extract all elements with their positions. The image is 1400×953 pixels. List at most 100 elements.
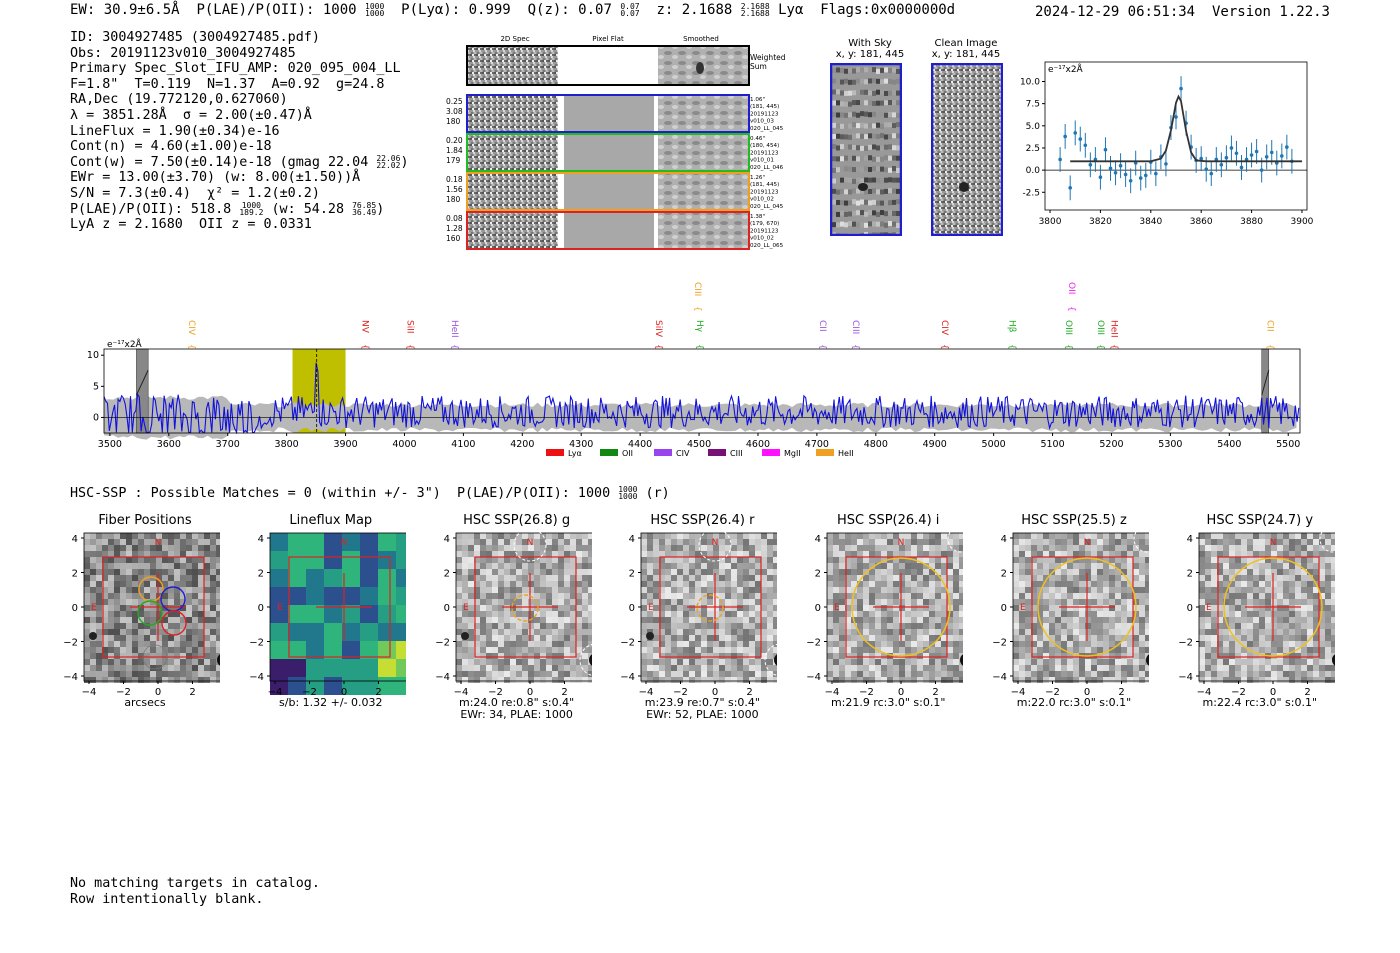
stamp-pixel — [1031, 587, 1037, 593]
stamp-pixel — [1294, 665, 1301, 671]
full-xtick-label: 3800 — [275, 439, 299, 450]
stamp-pixel — [827, 575, 834, 581]
stamp-pixel — [959, 605, 964, 611]
fiber-right-value: (179, 670) — [750, 221, 779, 227]
stamp-pixel — [198, 545, 204, 551]
stamp-pixel — [102, 587, 108, 593]
stamp-pixel — [461, 659, 468, 665]
stamp-pixel — [467, 581, 474, 587]
stamp-pixel — [1085, 629, 1091, 635]
stamp-pixel — [533, 617, 540, 623]
stamp-pixel — [461, 593, 468, 599]
stamp-pixel — [893, 629, 900, 635]
stamp-pixel — [551, 677, 558, 683]
stamp-pixel — [743, 659, 750, 665]
stamp-pixel — [941, 587, 948, 593]
stamp-pixel — [749, 575, 756, 581]
stamp-pixel — [1067, 605, 1073, 611]
stamp-pixel — [731, 569, 738, 575]
fiber-row-border — [466, 172, 750, 211]
fiber-left-value: 0.20 — [446, 136, 463, 145]
stamp-pixel — [1055, 599, 1061, 605]
stamp-pixel — [737, 665, 744, 671]
stamp-pixel — [120, 605, 126, 611]
stamp-pixel — [1139, 557, 1145, 563]
stamp-pixel — [1240, 635, 1247, 641]
stamp-pixel — [833, 551, 840, 557]
stamp-pixel — [461, 551, 468, 557]
north-label: N — [1269, 538, 1276, 548]
full-xtick-label: 4700 — [805, 439, 829, 450]
stamp-pixel — [1288, 611, 1295, 617]
stamp-pixel — [216, 665, 220, 671]
stamp-pixel — [120, 563, 126, 569]
stamp-pixel — [1240, 659, 1247, 665]
stamp-pixel — [138, 671, 144, 677]
stamp-pixel — [689, 659, 696, 665]
stamp-pixel — [707, 653, 714, 659]
zoom-data-point — [1209, 171, 1214, 176]
stamp-pixel — [1121, 533, 1127, 539]
stamp-pixel — [869, 677, 876, 683]
sky-pixel — [832, 199, 836, 205]
stamp-pixel — [833, 671, 840, 677]
stamp-pixel — [1210, 563, 1217, 569]
stamp-pixel — [1264, 581, 1271, 587]
stamp-pixel — [1198, 641, 1205, 647]
north-label: N — [898, 538, 905, 548]
stamp-pixel — [108, 599, 114, 605]
stamp-pixel — [887, 587, 894, 593]
stamp-pixel — [509, 593, 516, 599]
stamp-pixel — [1013, 611, 1019, 617]
stamp-pixel — [1228, 539, 1235, 545]
stamp-pixel — [1109, 677, 1115, 683]
stamp-pixel — [138, 647, 144, 653]
stamp-pixel — [138, 677, 144, 683]
stamp-pixel — [1055, 629, 1061, 635]
stamp-pixel — [725, 581, 732, 587]
stamp-pixel — [899, 593, 906, 599]
aperture-box — [473, 556, 577, 658]
stamp-pixel — [216, 653, 220, 659]
stamp-pixel — [539, 551, 546, 557]
stamp-pixel — [162, 563, 168, 569]
stamp-pixel — [1198, 551, 1205, 557]
stamp-pixel — [887, 623, 894, 629]
stamp-pixel — [120, 629, 126, 635]
sky-pixel — [852, 188, 856, 194]
stamp-pixel — [1097, 575, 1103, 581]
stamp-pixel — [174, 551, 180, 557]
sky-pixel — [868, 210, 872, 216]
stamp-pixel — [737, 599, 744, 605]
stamp-pixel — [192, 599, 198, 605]
stamp-pixel — [521, 575, 528, 581]
stamp-pixel — [935, 623, 942, 629]
stamp-pixel — [1061, 653, 1067, 659]
stamp-pixel — [1228, 677, 1235, 683]
stamp-pixel — [539, 569, 546, 575]
aperture-box — [102, 556, 205, 658]
stamp-pixel — [1198, 539, 1205, 545]
stamp-pixel — [1013, 605, 1019, 611]
stamp-pixel — [761, 581, 768, 587]
stamp-pixel — [1121, 617, 1127, 623]
stamp-pixel — [192, 623, 198, 629]
stamp-pixel — [1222, 611, 1229, 617]
stamp-pixel — [713, 665, 720, 671]
stamp-pixel — [204, 641, 210, 647]
stamp-pixel — [935, 551, 942, 557]
stamp-pixel — [641, 587, 648, 593]
stamp-pixel — [1049, 659, 1055, 665]
stamp-pixel — [96, 677, 102, 683]
stamp-pixel — [665, 575, 672, 581]
sky-pixel — [880, 89, 884, 95]
stamp-pixel — [851, 575, 858, 581]
stamp-pixel — [737, 653, 744, 659]
stamp-pixel — [1103, 539, 1109, 545]
stamp-pixel — [1312, 677, 1319, 683]
stamp-pixel — [479, 623, 486, 629]
info-plae: P(LAE)/P(OII): 518.8 1000 189.2 (w: 54.28… — [70, 200, 385, 217]
stamp-pixel — [1097, 563, 1103, 569]
clean-image-cutout — [931, 63, 1003, 236]
fiber-circle-red — [161, 610, 187, 636]
